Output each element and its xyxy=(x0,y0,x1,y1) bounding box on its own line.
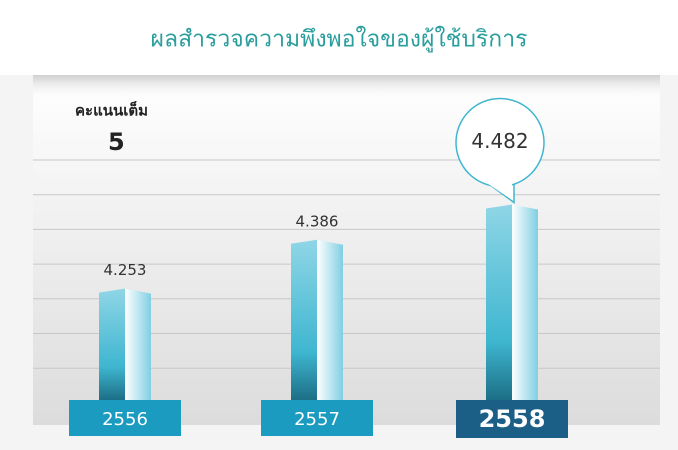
bar-side xyxy=(512,204,538,400)
category-box xyxy=(69,400,181,436)
x-tick-label: 2556 xyxy=(102,409,148,430)
callout xyxy=(486,182,513,201)
full-score-label: คะแนนเต็ม xyxy=(75,101,148,120)
bar xyxy=(99,288,151,400)
bar xyxy=(291,239,343,400)
full-score: 5 xyxy=(108,128,125,156)
x-tick-label: 2558 xyxy=(479,405,546,433)
x-tick-label: 2557 xyxy=(294,409,340,430)
value-label: 4.253 xyxy=(104,261,147,279)
bar-front xyxy=(486,204,512,400)
value-label: 4.482 xyxy=(471,129,528,153)
chart-title: ผลสำรวจความพึงพอใจของผู้ใช้บริการ xyxy=(151,26,528,53)
shadow xyxy=(33,75,660,97)
bar-side xyxy=(125,288,151,400)
category-box xyxy=(456,400,568,438)
bar-front xyxy=(99,288,125,400)
bar xyxy=(486,204,538,400)
value-label: 4.386 xyxy=(296,212,339,230)
bar-side xyxy=(317,239,343,400)
bar-front xyxy=(291,239,317,400)
header xyxy=(0,0,678,75)
category-box xyxy=(261,400,373,436)
